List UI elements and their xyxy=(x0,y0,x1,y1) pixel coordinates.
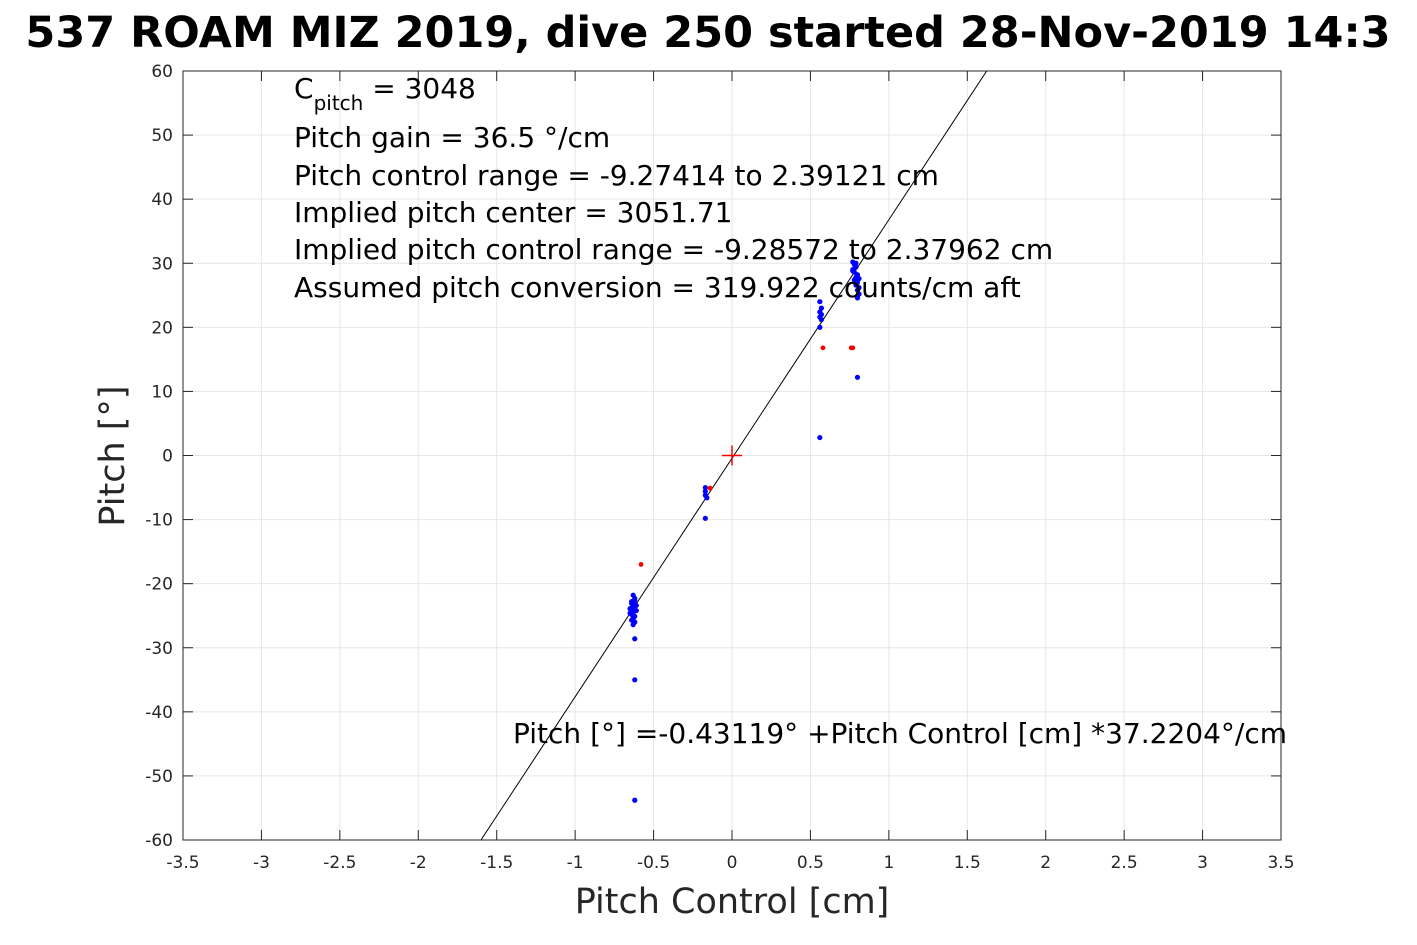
y-axis-label: Pitch [°] xyxy=(93,385,133,526)
red-data-point xyxy=(638,562,644,567)
y-tick-label: -30 xyxy=(145,639,173,659)
blue-data-point xyxy=(854,374,861,380)
red-data-point xyxy=(850,345,856,351)
blue-data-point xyxy=(818,317,825,323)
c-pitch-subscript: pitch xyxy=(314,91,364,115)
x-tick-label: -1.5 xyxy=(480,853,513,873)
blue-data-point xyxy=(853,260,859,266)
x-tick-label: -3 xyxy=(253,853,270,873)
blue-data-point xyxy=(817,434,823,441)
blue-data-point xyxy=(630,613,636,619)
blue-data-point xyxy=(629,600,635,607)
control-range-annotation: Pitch control range = -9.27414 to 2.3912… xyxy=(294,159,939,192)
blue-data-point xyxy=(817,324,823,330)
y-tick-label: 0 xyxy=(162,447,173,467)
y-tick-label: -40 xyxy=(145,703,173,723)
y-tick-label: 40 xyxy=(151,190,173,210)
y-tick-label: 60 xyxy=(151,62,173,82)
blue-data-point xyxy=(632,797,638,803)
c-pitch-value: = 3048 xyxy=(363,72,476,105)
blue-data-point xyxy=(702,484,708,491)
blue-data-point xyxy=(702,488,708,494)
conversion-annotation: Assumed pitch conversion = 319.922 count… xyxy=(294,271,1021,304)
x-tick-label: 1.5 xyxy=(954,853,981,873)
x-axis-label: Pitch Control [cm] xyxy=(575,882,890,922)
axis-ticks: -3.5 -3 -2.5 -2 -1.5 -1 -0.5 0 0.5 1 1.5 2 2.5 3 3.5 -6… xyxy=(145,62,1294,873)
blue-data-point xyxy=(632,636,638,642)
c-pitch-annotation: Cpitch = 3048 xyxy=(294,72,476,115)
y-tick-label: -20 xyxy=(145,575,173,595)
blue-data-point xyxy=(856,276,862,282)
x-tick-label: 0 xyxy=(727,853,738,873)
fit-equation-annotation: Pitch [°] =-0.43119° +Pitch Control [cm]… xyxy=(513,717,1287,750)
y-tick-label: -60 xyxy=(145,831,173,851)
x-tick-label: 2 xyxy=(1040,853,1051,873)
chart-title: 537 ROAM MIZ 2019, dive 250 started 28-N… xyxy=(25,8,1390,58)
y-tick-label: 20 xyxy=(151,318,173,338)
data-points xyxy=(627,259,862,803)
blue-data-point xyxy=(632,597,638,603)
blue-data-point xyxy=(854,295,861,301)
x-tick-label: 3 xyxy=(1197,853,1208,873)
y-tick-label: 30 xyxy=(151,254,173,274)
blue-data-point xyxy=(630,622,636,628)
y-tick-label: -50 xyxy=(145,767,173,787)
pitch-gain-annotation: Pitch gain = 36.5 °/cm xyxy=(294,121,610,154)
blue-data-point xyxy=(704,495,710,501)
blue-data-point xyxy=(850,268,856,274)
blue-data-point xyxy=(629,607,635,613)
y-tick-label: -10 xyxy=(145,511,173,531)
grid xyxy=(182,70,1282,841)
x-tick-label: -3.5 xyxy=(166,853,199,873)
x-tick-label: -2.5 xyxy=(323,853,356,873)
red-data-point xyxy=(820,345,826,351)
x-tick-label: 3.5 xyxy=(1267,853,1294,873)
implied-range-annotation: Implied pitch control range = -9.28572 t… xyxy=(294,233,1053,266)
blue-data-point xyxy=(633,602,639,609)
blue-data-point xyxy=(702,515,708,521)
red-data-point xyxy=(707,485,713,491)
y-tick-label: 10 xyxy=(151,382,173,402)
implied-center-annotation: Implied pitch center = 3051.71 xyxy=(294,196,732,229)
y-tick-label: 50 xyxy=(151,126,173,146)
blue-data-point xyxy=(632,677,638,683)
x-tick-label: -0.5 xyxy=(637,853,670,873)
x-tick-label: 2.5 xyxy=(1111,853,1138,873)
x-tick-label: -1 xyxy=(567,853,584,873)
center-marker-group xyxy=(722,445,742,466)
blue-data-point xyxy=(817,299,823,305)
c-pitch-main: C xyxy=(294,72,314,105)
x-tick-label: -2 xyxy=(410,853,427,873)
x-tick-label: 1 xyxy=(883,853,894,873)
x-tick-label: 0.5 xyxy=(797,853,824,873)
